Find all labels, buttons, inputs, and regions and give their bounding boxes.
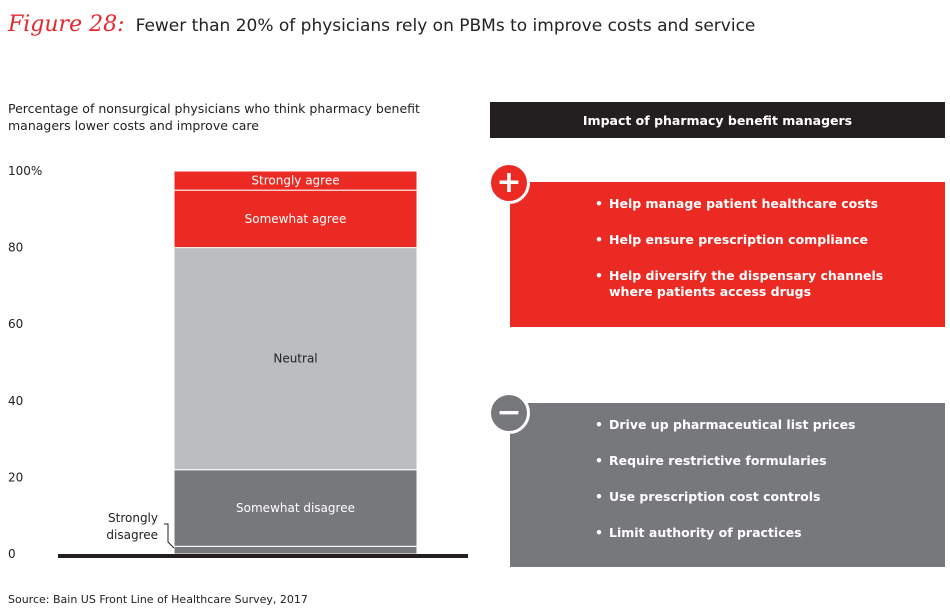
figure-title: Figure 28: Fewer than 20% of physicians …	[8, 12, 755, 37]
chart-subtitle: Percentage of nonsurgical physicians who…	[8, 101, 420, 133]
segment-labels: Strongly disagree Somewhat disagree Neutral…	[106, 174, 355, 549]
positive-item: Help diversify the dispensary channels w…	[595, 268, 925, 300]
y-tick-label: 20	[8, 470, 23, 484]
minus-icon: −	[488, 392, 530, 434]
segment-label: Somewhat agree	[245, 212, 347, 226]
stacked-bar-chart: 100% 80 60 40 20 0 Strongly disagree Somewhat d…	[8, 164, 468, 561]
y-tick-label: 40	[8, 394, 23, 408]
y-tick-label: 80	[8, 241, 23, 255]
negative-item: Limit authority of practices	[595, 525, 925, 541]
plus-icon: +	[488, 162, 530, 204]
bar-segment	[173, 545, 418, 555]
positive-item: Help manage patient healthcare costs	[595, 196, 925, 212]
y-tick-label: 60	[8, 317, 23, 331]
segment-label: Strongly disagree	[106, 511, 158, 542]
bar-segment	[173, 247, 418, 471]
y-tick-label: 0	[8, 547, 16, 561]
segment-label: Neutral	[273, 352, 317, 366]
segment-label: Strongly agree	[251, 174, 339, 188]
segment-label: Somewhat disagree	[236, 501, 355, 515]
negative-item: Use prescription cost controls	[595, 489, 925, 505]
negative-item: Drive up pharmaceutical list prices	[595, 417, 925, 433]
negative-impact-panel: Drive up pharmaceutical list prices Requ…	[510, 403, 945, 567]
negative-item: Require restrictive formularies	[595, 453, 925, 469]
negative-impact-list: Drive up pharmaceutical list prices Requ…	[595, 417, 925, 561]
bar-segment	[173, 469, 418, 547]
positive-impact-panel: Help manage patient healthcare costs Hel…	[510, 182, 945, 327]
y-axis-ticks: 100% 80 60 40 20 0	[8, 164, 42, 561]
figure-title-text: Fewer than 20% of physicians rely on PBM…	[135, 16, 756, 36]
impact-header: Impact of pharmacy benefit managers	[490, 102, 945, 138]
source-note: Source: Bain US Front Line of Healthcare…	[8, 593, 308, 606]
bar-segments	[173, 170, 418, 555]
positive-item: Help ensure prescription compliance	[595, 232, 925, 248]
y-tick-label: 100%	[8, 164, 42, 178]
bar-segment	[173, 170, 418, 191]
positive-impact-list: Help manage patient healthcare costs Hel…	[595, 196, 925, 320]
figure-label: Figure 28:	[8, 12, 125, 37]
bar-segment	[173, 189, 418, 249]
label-connector	[164, 523, 175, 549]
